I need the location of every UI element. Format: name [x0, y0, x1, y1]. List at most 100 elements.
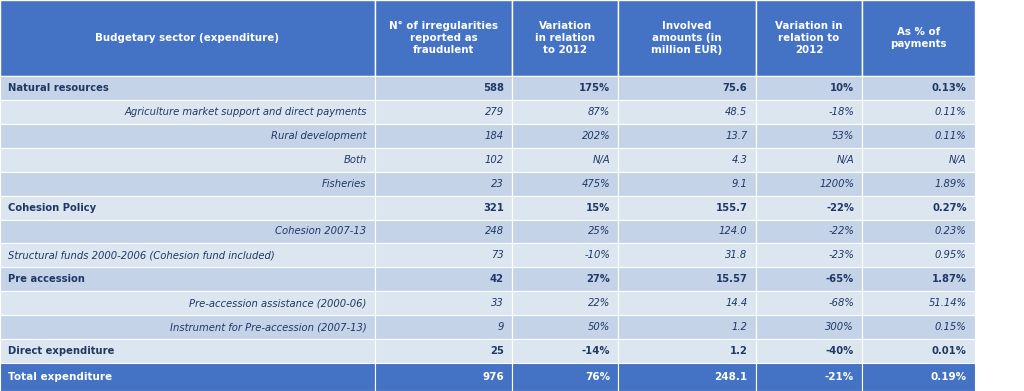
- Bar: [0, 244, 375, 267]
- Text: 14.4: 14.4: [725, 298, 748, 308]
- Text: 1200%: 1200%: [819, 179, 854, 189]
- Text: 25: 25: [489, 346, 504, 356]
- Bar: [862, 124, 975, 148]
- Bar: [0, 76, 375, 100]
- Bar: [375, 220, 512, 244]
- Text: 9: 9: [498, 322, 504, 332]
- Text: 10%: 10%: [829, 83, 854, 93]
- Text: N/A: N/A: [837, 155, 854, 165]
- Text: 4.3: 4.3: [731, 155, 748, 165]
- Text: -40%: -40%: [825, 346, 854, 356]
- Text: 53%: 53%: [831, 131, 854, 141]
- Text: Direct expenditure: Direct expenditure: [8, 346, 115, 356]
- Bar: [375, 315, 512, 339]
- Bar: [862, 244, 975, 267]
- Text: 0.11%: 0.11%: [935, 107, 967, 117]
- Text: 87%: 87%: [588, 107, 610, 117]
- Bar: [0, 220, 375, 244]
- Bar: [756, 172, 862, 196]
- Bar: [0, 315, 375, 339]
- Text: N/A: N/A: [593, 155, 610, 165]
- Bar: [618, 196, 756, 220]
- Text: 33: 33: [492, 298, 504, 308]
- Bar: [618, 339, 756, 363]
- Text: Total expenditure: Total expenditure: [8, 372, 113, 382]
- Bar: [375, 76, 512, 100]
- Bar: [756, 0, 862, 76]
- Bar: [618, 315, 756, 339]
- Bar: [375, 0, 512, 76]
- Text: Pre accession: Pre accession: [8, 274, 85, 284]
- Bar: [512, 267, 618, 291]
- Text: 475%: 475%: [582, 179, 610, 189]
- Bar: [618, 0, 756, 76]
- Bar: [375, 363, 512, 391]
- Bar: [375, 291, 512, 315]
- Bar: [375, 172, 512, 196]
- Bar: [756, 267, 862, 291]
- Bar: [375, 339, 512, 363]
- Text: 50%: 50%: [588, 322, 610, 332]
- Bar: [375, 244, 512, 267]
- Bar: [0, 148, 375, 172]
- Text: 976: 976: [482, 372, 504, 382]
- Bar: [756, 220, 862, 244]
- Bar: [862, 100, 975, 124]
- Bar: [0, 172, 375, 196]
- Text: -65%: -65%: [825, 274, 854, 284]
- Text: 588: 588: [482, 83, 504, 93]
- Bar: [375, 196, 512, 220]
- Text: 202%: 202%: [582, 131, 610, 141]
- Bar: [375, 100, 512, 124]
- Bar: [756, 196, 862, 220]
- Bar: [756, 363, 862, 391]
- Text: Both: Both: [343, 155, 367, 165]
- Text: 22%: 22%: [588, 298, 610, 308]
- Bar: [0, 291, 375, 315]
- Text: -18%: -18%: [828, 107, 854, 117]
- Text: Variation in
relation to
2012: Variation in relation to 2012: [775, 21, 843, 55]
- Text: -21%: -21%: [824, 372, 854, 382]
- Text: Budgetary sector (expenditure): Budgetary sector (expenditure): [95, 33, 280, 43]
- Text: 15%: 15%: [586, 203, 610, 213]
- Text: 0.95%: 0.95%: [935, 250, 967, 260]
- Text: 27%: 27%: [587, 274, 610, 284]
- Text: 184: 184: [484, 131, 504, 141]
- Text: N° of irregularities
reported as
fraudulent: N° of irregularities reported as fraudul…: [389, 21, 498, 55]
- Text: 321: 321: [483, 203, 504, 213]
- Bar: [862, 196, 975, 220]
- Bar: [512, 148, 618, 172]
- Text: 13.7: 13.7: [725, 131, 748, 141]
- Bar: [756, 100, 862, 124]
- Text: 0.11%: 0.11%: [935, 131, 967, 141]
- Bar: [0, 196, 375, 220]
- Text: -22%: -22%: [828, 226, 854, 237]
- Bar: [512, 0, 618, 76]
- Bar: [618, 172, 756, 196]
- Text: 279: 279: [484, 107, 504, 117]
- Text: -14%: -14%: [582, 346, 610, 356]
- Text: Structural funds 2000-2006 (Cohesion fund included): Structural funds 2000-2006 (Cohesion fun…: [8, 250, 274, 260]
- Bar: [756, 76, 862, 100]
- Text: Variation
in relation
to 2012: Variation in relation to 2012: [536, 21, 595, 55]
- Text: 9.1: 9.1: [731, 179, 748, 189]
- Bar: [618, 76, 756, 100]
- Text: 73: 73: [492, 250, 504, 260]
- Bar: [512, 100, 618, 124]
- Text: 23: 23: [492, 179, 504, 189]
- Bar: [862, 315, 975, 339]
- Text: 42: 42: [489, 274, 504, 284]
- Text: 248.1: 248.1: [715, 372, 748, 382]
- Bar: [512, 172, 618, 196]
- Text: Involved
amounts (in
million EUR): Involved amounts (in million EUR): [651, 21, 723, 55]
- Text: -10%: -10%: [585, 250, 610, 260]
- Bar: [862, 267, 975, 291]
- Text: 1.87%: 1.87%: [932, 274, 967, 284]
- Bar: [512, 315, 618, 339]
- Text: 0.27%: 0.27%: [932, 203, 967, 213]
- Text: Fisheries: Fisheries: [323, 179, 367, 189]
- Bar: [862, 220, 975, 244]
- Text: 1.89%: 1.89%: [935, 179, 967, 189]
- Text: -23%: -23%: [828, 250, 854, 260]
- Text: 0.23%: 0.23%: [935, 226, 967, 237]
